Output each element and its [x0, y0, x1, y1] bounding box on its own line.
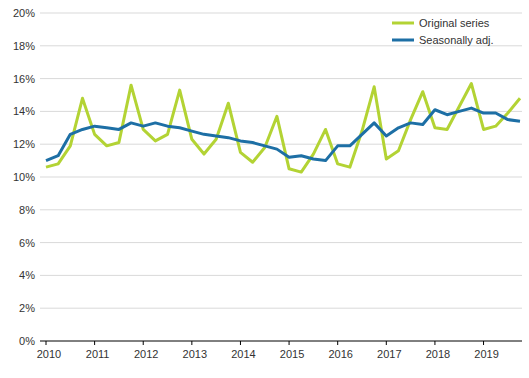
- plot-area: [46, 84, 520, 173]
- y-tick-label: 6%: [19, 237, 35, 249]
- y-tick-label: 20%: [13, 7, 35, 19]
- grid-line: [40, 209, 522, 210]
- grid-line: [40, 275, 522, 276]
- legend-label: Seasonally adj.: [419, 34, 494, 46]
- x-tick: [483, 341, 484, 345]
- y-tick-label: 0%: [19, 335, 35, 347]
- x-tick-label: 2016: [328, 348, 352, 360]
- grid-line: [40, 341, 522, 342]
- y-tick-label: 14%: [13, 105, 35, 117]
- x-tick: [191, 341, 192, 345]
- x-tick: [386, 341, 387, 345]
- grid-line: [40, 308, 522, 309]
- x-tick-label: 2015: [280, 348, 304, 360]
- x-tick-label: 2014: [231, 348, 255, 360]
- x-tick: [240, 341, 241, 345]
- x-tick-label: 2017: [377, 348, 401, 360]
- grid-line: [40, 111, 522, 112]
- x-tick: [289, 341, 290, 345]
- x-tick: [94, 341, 95, 345]
- x-tick-label: 2011: [86, 348, 110, 360]
- chart: 0% 2% 4% 6% 8% 10% 12% 14% 16% 18% 20% 2010 2011 2012…: [0, 0, 529, 378]
- series-line: [46, 84, 520, 173]
- grid-line: [40, 177, 522, 178]
- grid-line: [40, 78, 522, 79]
- grid-line: [40, 242, 522, 243]
- y-tick-label: 4%: [19, 269, 35, 281]
- y-tick-label: 18%: [13, 40, 35, 52]
- x-tick-label: 2010: [37, 348, 61, 360]
- x-tick: [143, 341, 144, 345]
- x-tick-label: 2018: [426, 348, 450, 360]
- x-tick: [337, 341, 338, 345]
- legend-label: Original series: [419, 17, 490, 29]
- y-tick-label: 12%: [13, 138, 35, 150]
- y-tick-label: 16%: [13, 73, 35, 85]
- legend-swatch: [392, 22, 414, 25]
- series-line: [46, 108, 520, 160]
- y-tick-label: 8%: [19, 204, 35, 216]
- x-tick-label: 2013: [183, 348, 207, 360]
- y-tick-label: 2%: [19, 302, 35, 314]
- y-tick-label: 10%: [13, 171, 35, 183]
- x-tick-label: 2012: [134, 348, 158, 360]
- grid-line: [40, 13, 522, 14]
- x-tick: [46, 341, 47, 345]
- x-tick: [434, 341, 435, 345]
- x-tick-label: 2019: [474, 348, 498, 360]
- legend-swatch: [392, 39, 414, 42]
